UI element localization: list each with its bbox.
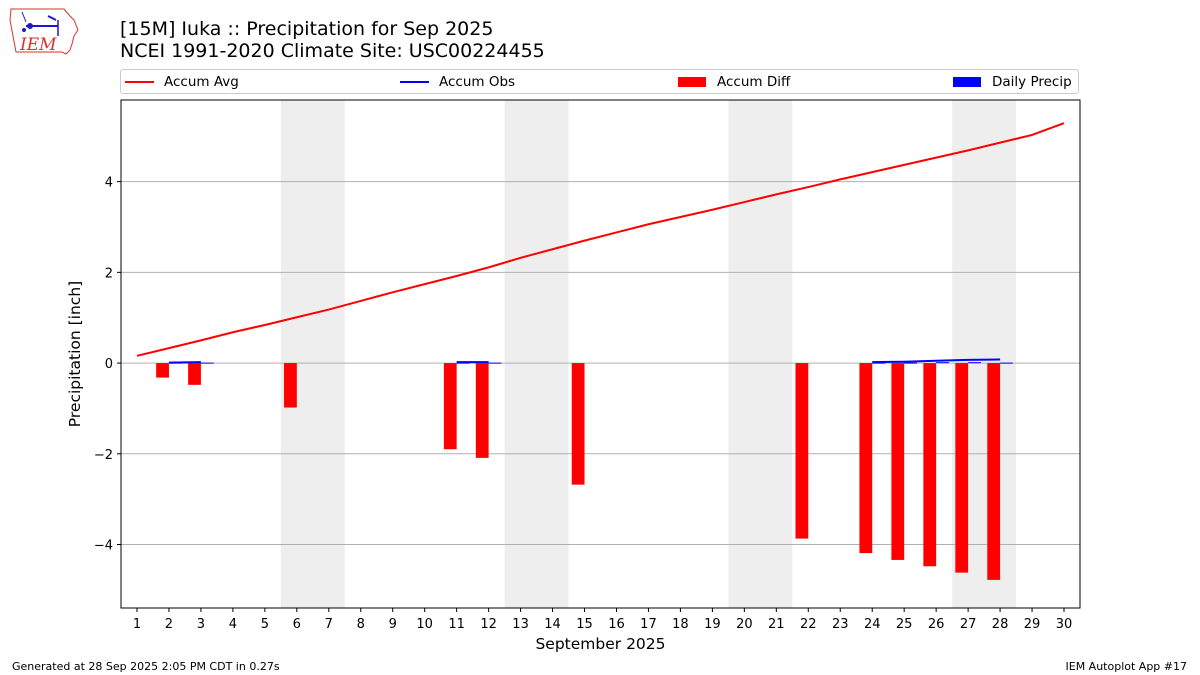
x-tick-label: 6	[293, 617, 301, 632]
y-tick-label: 4	[105, 176, 113, 191]
accum-diff-bar	[859, 363, 873, 554]
x-tick-label: 30	[1056, 617, 1073, 632]
x-tick-label: 8	[357, 617, 365, 632]
x-tick-label: 21	[768, 617, 785, 632]
daily-precip-bar	[488, 362, 502, 364]
daily-precip-bar	[200, 362, 214, 364]
accum-diff-bar	[188, 363, 201, 385]
daily-precip-bar	[1000, 362, 1013, 364]
iem-logo: IEM	[9, 8, 79, 55]
y-tick-label: 0	[105, 357, 113, 372]
accum-avg-line	[136, 122, 1065, 357]
y-tick-label: −4	[94, 539, 113, 554]
x-tick-label: 22	[800, 617, 817, 632]
x-tick-label: 7	[325, 617, 333, 632]
legend-label-daily-precip: Daily Precip	[992, 74, 1072, 90]
accum-diff-bar	[475, 363, 489, 458]
accum-diff-bar	[284, 363, 297, 408]
y-tick-label: −2	[94, 448, 113, 463]
x-tick-label: 16	[608, 617, 625, 632]
accum-diff-bar	[955, 363, 969, 573]
legend-item-accum-obs: Accum Obs	[400, 73, 515, 91]
legend-label-accum-obs: Accum Obs	[439, 74, 516, 90]
daily-precip-bar	[904, 362, 917, 364]
weekend-shade-1	[280, 100, 345, 608]
plot-frame	[120, 99, 1081, 609]
x-tick-label: 4	[229, 617, 237, 632]
daily-precip-bar	[968, 362, 981, 364]
x-tick-label: 17	[640, 617, 657, 632]
x-tick-label: 1	[133, 617, 141, 632]
iowa-state-outline-icon	[9, 8, 79, 55]
x-tick-label: 26	[928, 617, 945, 632]
weather-station-icon	[21, 11, 59, 36]
legend-label-accum-diff: Accum Diff	[717, 74, 791, 90]
legend-swatch-accum-avg	[125, 81, 154, 83]
legend-item-accum-diff: Accum Diff	[678, 73, 790, 91]
footer-generated-text: Generated at 28 Sep 2025 2:05 PM CDT in …	[12, 660, 280, 673]
daily-precip-bar	[872, 362, 886, 364]
x-tick-label: 3	[197, 617, 205, 632]
accum-obs-line	[872, 358, 1001, 364]
x-tick-label: 28	[992, 617, 1009, 632]
legend-swatch-daily-precip	[953, 77, 981, 87]
x-tick-label: 27	[960, 617, 977, 632]
legend-swatch-accum-obs	[400, 81, 429, 83]
accum-diff-bar	[987, 363, 1001, 580]
legend-swatch-accum-diff	[678, 77, 706, 87]
accum-diff-bar	[156, 363, 169, 378]
accum-diff-bar	[443, 363, 457, 450]
x-tick-label: 20	[736, 617, 753, 632]
y-tick-label: 2	[105, 266, 113, 281]
x-tick-label: 12	[480, 617, 497, 632]
footer-app-label: IEM Autoplot App #17	[1065, 660, 1188, 673]
x-tick-label: 9	[389, 617, 397, 632]
y-axis-label: Precipitation [inch]	[66, 281, 84, 427]
x-tick-label: 14	[544, 617, 561, 632]
iem-logo-text: IEM	[19, 35, 57, 55]
x-axis-label: September 2025	[535, 635, 665, 653]
legend-item-accum-avg: Accum Avg	[125, 73, 239, 91]
x-tick-label: 5	[261, 617, 269, 632]
x-tick-label: 13	[512, 617, 529, 632]
weekend-shade-2	[504, 100, 569, 608]
x-tick-label: 11	[448, 617, 465, 632]
x-tick-label: 15	[576, 617, 593, 632]
daily-precip-bar	[936, 362, 949, 364]
accum-diff-bar	[891, 363, 905, 560]
x-tick-label: 23	[832, 617, 849, 632]
accum-diff-bar	[795, 363, 809, 539]
x-tick-label: 18	[672, 617, 689, 632]
accum-diff-bar	[923, 363, 937, 567]
x-tick-label: 25	[896, 617, 913, 632]
x-tick-label: 29	[1024, 617, 1041, 632]
x-tick-label: 10	[416, 617, 433, 632]
chart-title: [15M] Iuka :: Precipitation for Sep 2025	[120, 18, 494, 40]
legend-label-accum-avg: Accum Avg	[164, 74, 239, 90]
x-tick-label: 19	[704, 617, 721, 632]
x-tick-label: 2	[165, 617, 173, 632]
chart-legend: Accum Avg Accum Obs Accum Diff Daily Pre…	[120, 69, 1079, 94]
accum-diff-bar	[571, 363, 585, 485]
legend-item-daily-precip: Daily Precip	[953, 73, 1072, 91]
weekend-shade-3	[728, 100, 793, 608]
x-tick-label: 24	[864, 617, 881, 632]
chart-subtitle: NCEI 1991-2020 Climate Site: USC00224455	[120, 40, 545, 62]
